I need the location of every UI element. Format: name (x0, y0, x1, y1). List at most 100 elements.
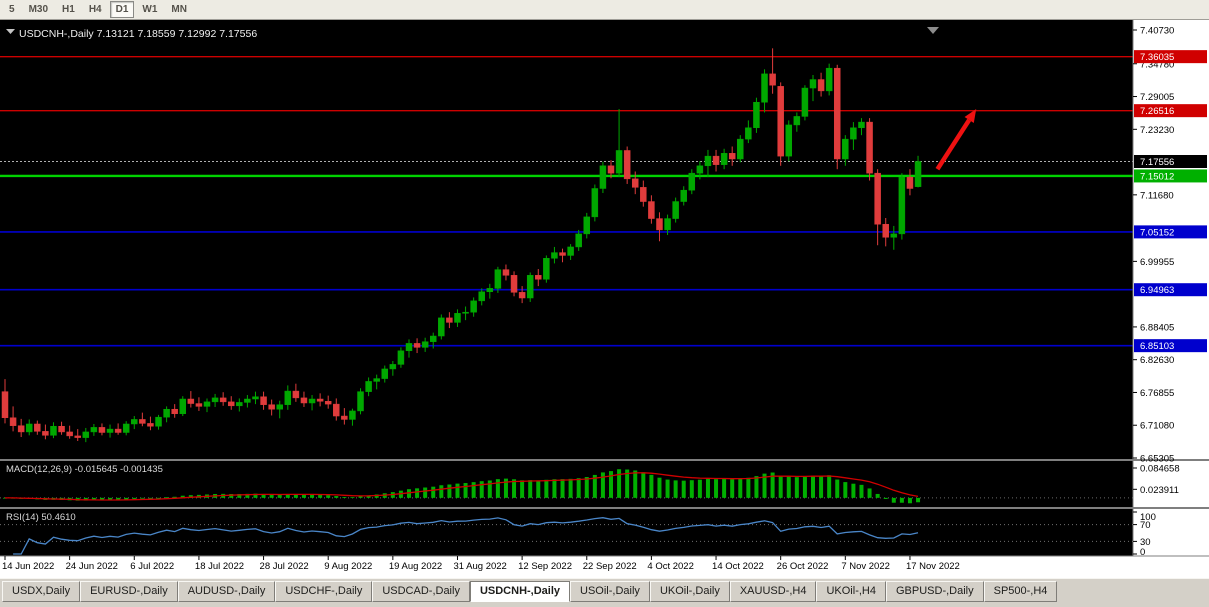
tab-ukoil-h4[interactable]: UKOil-,H4 (816, 581, 886, 602)
chart-symbol-title: USDCNH-,Daily 7.13121 7.18559 7.12992 7.… (19, 28, 257, 40)
candle-body-up (737, 138, 744, 160)
macd-axis-label: 0.084658 (1140, 464, 1180, 475)
tab-eurusd-daily[interactable]: EURUSD-,Daily (80, 581, 178, 602)
candle-body-down (446, 317, 453, 323)
candle-body-up (236, 402, 243, 407)
candle-body-down (640, 187, 647, 202)
macd-histogram-bar (617, 469, 622, 498)
tab-usdchf-daily[interactable]: USDCHF-,Daily (275, 581, 373, 602)
candle-body-up (405, 343, 413, 352)
date-label: 14 Oct 2022 (712, 561, 764, 572)
tab-gbpusd-daily[interactable]: GBPUSD-,Daily (885, 581, 984, 602)
candle-body-down (502, 269, 510, 276)
tab-ukoil-daily[interactable]: UKOil-,Daily (649, 581, 730, 602)
rsi-panel[interactable]: RSI(14) 50.4610 (0, 512, 1133, 555)
tab-usdcnh-daily[interactable]: USDCNH-,Daily (469, 581, 571, 602)
candle-body-up (90, 427, 98, 433)
macd-histogram-bar (358, 496, 363, 498)
macd-histogram-bar (326, 495, 331, 498)
macd-histogram-bar (124, 497, 129, 500)
macd-histogram-bar (423, 487, 428, 498)
candle-body-up (106, 428, 114, 433)
macd-histogram-bar (584, 477, 589, 498)
candlestick-plot[interactable]: USDCNH-,Daily 7.13121 7.18559 7.12992 7.… (0, 27, 1133, 443)
macd-histogram-bar (99, 497, 104, 501)
macd-panel[interactable]: MACD(12,26,9) -0.015645 -0.001435 (0, 464, 1133, 504)
macd-histogram-bar (916, 497, 921, 503)
timeframe-button-mn[interactable]: MN (171, 4, 187, 15)
macd-histogram-bar (641, 472, 646, 498)
macd-histogram-bar (665, 479, 670, 498)
macd-histogram-bar (827, 475, 832, 498)
candle-body-down (74, 435, 81, 438)
candle-body-up (664, 218, 671, 231)
candle-body-down (1, 391, 9, 418)
macd-histogram-bar (907, 497, 912, 504)
macd-histogram-bar (245, 493, 250, 498)
candle-body-up (583, 216, 591, 235)
candle-body-down (769, 73, 776, 86)
date-axis[interactable] (0, 556, 1133, 578)
candle-body-down (34, 423, 41, 432)
tab-usdcad-daily[interactable]: USDCAD-,Daily (372, 581, 470, 602)
axis-labels: 7.40730 7.34780 7.29005 7.23230 7.11680 6.999… (2, 26, 1207, 572)
price-label: 7.23230 (1140, 125, 1174, 136)
macd-histogram-bar (600, 472, 605, 498)
macd-axis-label: 0.023911 (1140, 485, 1179, 496)
macd-histogram-bar (503, 478, 508, 498)
macd-histogram-bar (568, 478, 573, 498)
timeframe-button-d1[interactable]: D1 (109, 1, 135, 18)
timeframe-button-w1[interactable]: W1 (142, 4, 158, 15)
date-label: 22 Sep 2022 (583, 561, 637, 572)
candle-body-up (825, 67, 833, 92)
candle-body-down (114, 428, 122, 433)
tab-xauusd-h4[interactable]: XAUUSD-,H4 (729, 581, 817, 602)
timeframe-button-m30[interactable]: M30 (28, 4, 49, 15)
candle-body-down (17, 425, 25, 433)
timeframe-button-5[interactable]: 5 (9, 4, 15, 15)
tab-usdx-daily[interactable]: USDX,Daily (2, 581, 81, 602)
macd-histogram-bar (754, 476, 759, 498)
tab-sp500-h4[interactable]: SP500-,H4 (983, 581, 1058, 602)
macd-histogram-bar (334, 496, 339, 498)
price-chart[interactable]: USDCNH-,Daily 7.13121 7.18559 7.12992 7.… (0, 20, 1209, 578)
price-badge-label: 7.15012 (1140, 171, 1174, 182)
price-label: 7.11680 (1140, 190, 1174, 201)
candle-body-up (753, 101, 760, 129)
chart-shift-marker-icon[interactable] (927, 27, 939, 34)
macd-histogram-bar (697, 479, 702, 498)
price-badge-7.26516 (1134, 104, 1207, 118)
timeframe-button-h4[interactable]: H4 (88, 4, 102, 15)
macd-histogram-bar (439, 485, 444, 498)
chart-window[interactable]: USDCNH-,Daily 7.13121 7.18559 7.12992 7.… (0, 20, 1209, 578)
tab-usoil-daily[interactable]: USOil-,Daily (570, 581, 650, 602)
timeframe-button-h1[interactable]: H1 (62, 4, 75, 15)
candle-body-up (914, 161, 922, 187)
candle-body-up (454, 313, 461, 323)
candle-body-up (82, 431, 90, 438)
macd-histogram-bar (657, 477, 662, 498)
macd-histogram-bar (875, 493, 880, 498)
macd-histogram-bar (301, 494, 306, 498)
macd-histogram-bar (366, 495, 371, 498)
candle-body-up (365, 381, 372, 392)
macd-histogram-bar (140, 497, 145, 499)
candle-body-down (728, 153, 736, 160)
candle-body-up (793, 116, 801, 126)
price-badge-7.05152 (1134, 225, 1207, 239)
arrow-annotation[interactable] (935, 109, 977, 171)
macd-histogram-bar (350, 497, 355, 499)
chart-title-arrow-icon[interactable] (6, 29, 15, 34)
macd-histogram-bar (293, 494, 298, 498)
candle-body-up (486, 288, 494, 293)
tab-audusd-daily[interactable]: AUDUSD-,Daily (177, 581, 276, 602)
candle-body-down (195, 403, 203, 407)
macd-histogram-bar (471, 482, 476, 498)
candle-body-up (131, 419, 138, 425)
candle-body-up (244, 398, 251, 403)
macd-histogram-bar (116, 497, 121, 501)
price-label: 7.29005 (1140, 92, 1174, 103)
macd-histogram-bar (819, 475, 824, 498)
timeframe-toolbar: 5 M30 H1 H4 D1 W1 MN (0, 0, 1209, 20)
candle-body-down (607, 165, 615, 174)
